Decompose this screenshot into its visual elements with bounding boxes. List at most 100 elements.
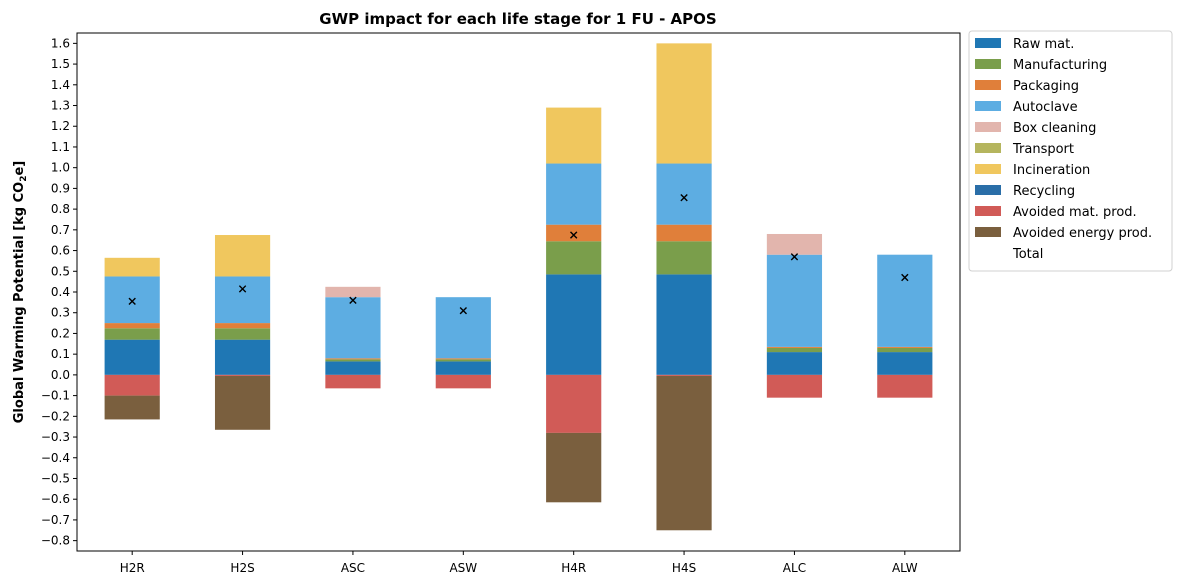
total-marker-h2r (128, 297, 136, 306)
y-tick-label: −0.5 (41, 471, 70, 485)
x-tick-label-alc: ALC (783, 561, 806, 575)
y-tick-label: 0.1 (51, 347, 70, 361)
bar-h2r-autoclave (104, 276, 160, 324)
y-tick-label: 1.6 (51, 36, 70, 50)
total-markers (128, 194, 909, 315)
bar-alw-raw-mat (877, 352, 933, 375)
y-tick-label: −0.4 (41, 451, 70, 465)
bar-h2r-manufacturing (104, 328, 160, 340)
bar-alc-manufacturing (766, 347, 823, 353)
bar-h4s-avoided-mat-prod (656, 374, 712, 376)
bar-h2s-avoided-mat-prod (214, 374, 271, 376)
bars-layer (104, 43, 933, 531)
bar-h4r-incineration (546, 107, 602, 164)
y-tick-label: 1.3 (51, 99, 70, 113)
y-tick-label: 1.5 (51, 57, 70, 71)
bar-h4s-raw-mat (656, 274, 712, 375)
legend-swatch (975, 185, 1001, 195)
axes: −0.8 −0.7 −0.6 −0.5 −0.4 −0.3 −0.2 −0.1 0.0 0.1 0.… (41, 32, 961, 575)
y-tick-label: −0.3 (41, 430, 70, 444)
bar-alc-avoided-mat-prod (766, 374, 823, 398)
bar-asw-raw-mat (435, 361, 491, 375)
legend-swatch (975, 38, 1001, 48)
bar-alw-avoided-mat-prod (877, 374, 933, 398)
legend-label-incineration: Incineration (1013, 163, 1090, 178)
bar-h4s-avoided-energy-prod (656, 375, 712, 531)
y-tick-label: 0.5 (51, 264, 70, 278)
bar-alc-box-cleaning (766, 233, 823, 255)
total-marker-asc (349, 296, 357, 304)
bar-asc-manufacturing (325, 359, 381, 362)
y-tick-label: 0.7 (51, 223, 70, 237)
legend-swatch (975, 101, 1001, 111)
x-tick-label-asw: ASW (449, 561, 477, 575)
bar-alw-manufacturing (877, 347, 933, 353)
total-marker-h4s (680, 194, 688, 202)
bar-asc-box-cleaning (325, 286, 381, 298)
y-tick-label: −0.8 (41, 534, 70, 548)
legend-swatch (975, 80, 1001, 90)
bar-h2s-manufacturing (214, 328, 271, 340)
bar-asc-autoclave (325, 297, 381, 359)
bar-asw-manufacturing (435, 359, 491, 362)
bar-h2r-avoided-energy-prod (104, 395, 160, 420)
legend-swatch (975, 227, 1001, 237)
bar-asw-avoided-mat-prod (435, 374, 491, 389)
y-axis-label: Global Warming Potential [kg CO2e] (12, 161, 29, 423)
bar-alc-autoclave (766, 254, 823, 347)
bar-h4r-avoided-mat-prod (546, 374, 602, 433)
bar-alc-raw-mat (766, 352, 823, 375)
x-tick-label-h2s: H2S (230, 561, 254, 575)
legend-label-recycling: Recycling (1013, 184, 1075, 199)
bar-h2r-packaging (104, 323, 160, 329)
y-tick-label: 1.2 (51, 119, 70, 133)
y-tick-label: −0.1 (41, 389, 70, 403)
x-tick-label-h4r: H4R (561, 561, 586, 575)
legend-swatch (975, 164, 1001, 174)
legend-label-avoided-mat-prod: Avoided mat. prod. (1013, 205, 1137, 220)
total-marker-alc (790, 253, 799, 261)
bar-h4r-autoclave (546, 163, 602, 225)
y-tick-label: −0.7 (41, 513, 70, 527)
total-marker-asw (459, 306, 468, 315)
bar-alw-autoclave (877, 254, 933, 347)
x-tick-label-asc: ASC (341, 561, 365, 575)
legend-label-autoclave: Autoclave (1013, 100, 1078, 115)
legend-swatch (975, 143, 1001, 153)
legend-box (968, 30, 1173, 272)
bar-h4s-manufacturing (656, 241, 712, 275)
chart-title: GWP impact for each life stage for 1 FU … (319, 10, 716, 28)
x-tick-label-h4s: H4S (672, 561, 696, 575)
bar-h2s-avoided-energy-prod (214, 375, 271, 430)
legend-swatch (975, 59, 1001, 69)
bar-h4r-manufacturing (546, 241, 602, 275)
x-tick-label-alw: ALW (892, 561, 918, 575)
y-tick-label: 0.0 (51, 368, 70, 382)
bar-h4s-incineration (656, 43, 712, 164)
legend-label-raw-mat: Raw mat. (1013, 37, 1074, 52)
bar-h4r-avoided-energy-prod (546, 432, 602, 503)
bar-asw-packaging (435, 358, 491, 360)
y-tick-label: 0.4 (51, 285, 70, 299)
total-marker-alw (901, 273, 909, 282)
y-tick-label: −0.2 (41, 409, 70, 423)
legend-swatch (975, 122, 1001, 132)
y-tick-label: 1.0 (51, 161, 70, 175)
bar-asc-packaging (325, 358, 381, 360)
y-tick-label: 0.3 (51, 306, 70, 320)
bar-h4s-autoclave (656, 163, 712, 225)
bar-h2r-avoided-mat-prod (104, 374, 160, 396)
bar-asc-avoided-mat-prod (325, 374, 381, 389)
bar-asw-autoclave (435, 297, 491, 359)
bar-alw-packaging (877, 346, 933, 348)
y-tick-label: 0.8 (51, 202, 70, 216)
bar-h4s-packaging (656, 224, 712, 242)
bar-h2s-raw-mat (214, 339, 271, 375)
bar-h2r-incineration (104, 257, 160, 277)
legend-label-avoided-energy-prod: Avoided energy prod. (1013, 226, 1152, 241)
bar-asc-raw-mat (325, 361, 381, 375)
y-tick-label: 0.2 (51, 326, 70, 340)
bar-h4r-packaging (546, 224, 602, 242)
bar-h2r-raw-mat (104, 339, 160, 375)
